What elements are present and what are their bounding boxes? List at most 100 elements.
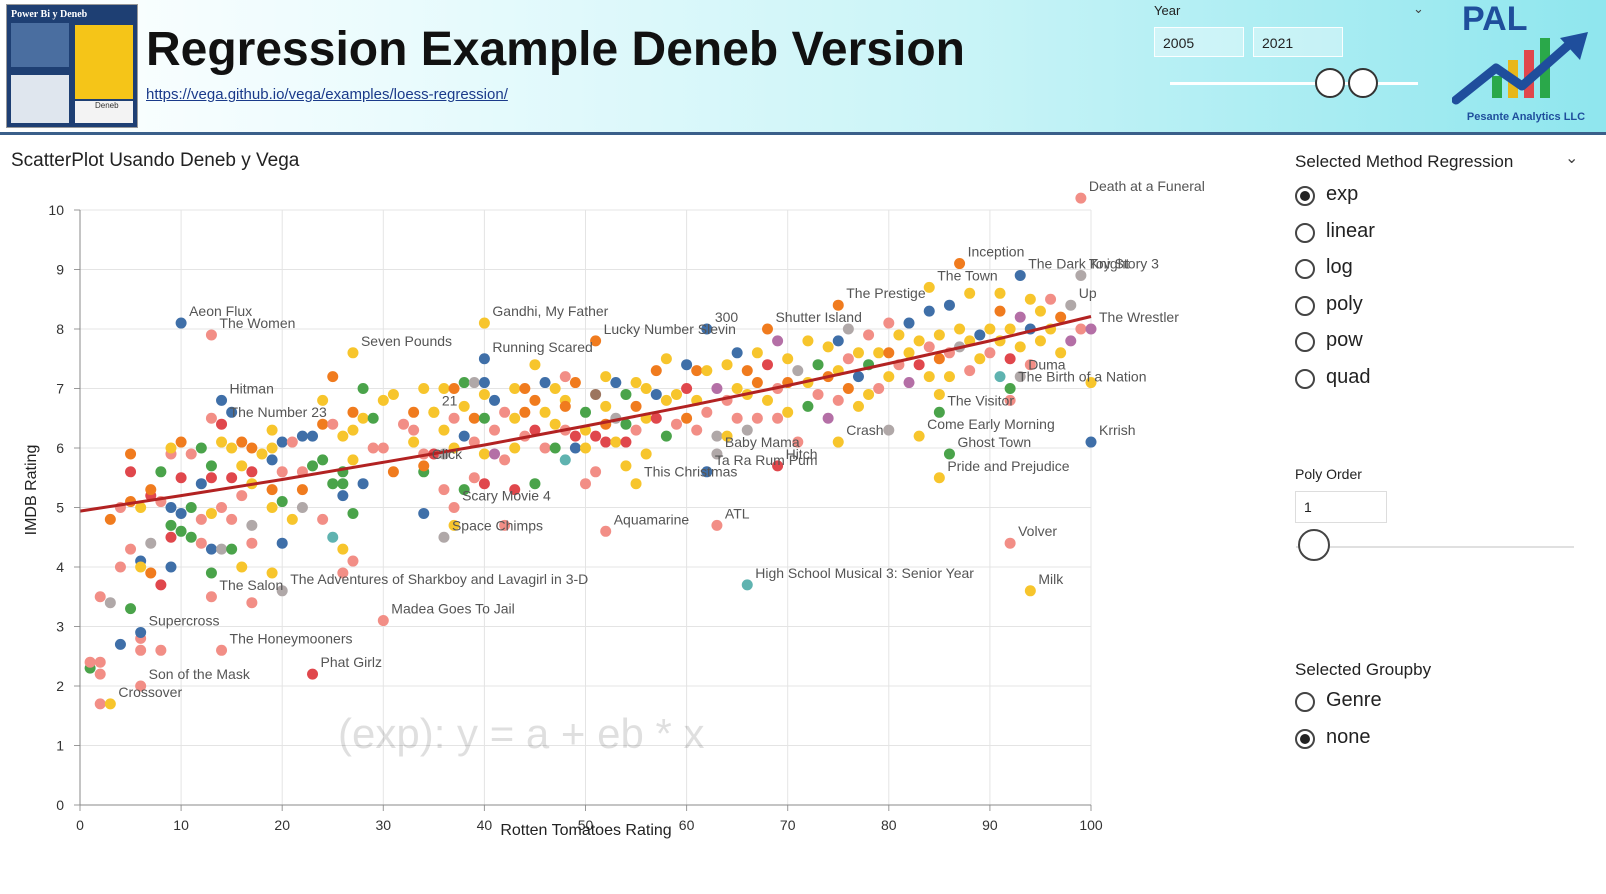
year-slider-track[interactable] bbox=[1170, 82, 1418, 85]
scatter-point bbox=[216, 644, 228, 656]
scatter-point bbox=[205, 329, 217, 341]
radio-label-exp[interactable]: exp bbox=[1326, 183, 1359, 205]
scatter-point bbox=[842, 353, 854, 365]
radio-label-log[interactable]: log bbox=[1326, 256, 1353, 278]
scatter-point bbox=[135, 644, 147, 656]
point-label: ATL bbox=[725, 505, 750, 521]
scatter-point bbox=[347, 555, 359, 567]
scatter-point bbox=[1004, 394, 1016, 406]
radio-log[interactable] bbox=[1295, 259, 1315, 279]
point-label: High School Musical 3: Senior Year bbox=[755, 565, 974, 581]
x-axis-title: Rotten Tomatoes Rating bbox=[500, 822, 671, 839]
scatter-point bbox=[681, 359, 693, 371]
y-tick-label: 10 bbox=[48, 202, 64, 218]
scatter-point bbox=[630, 478, 642, 490]
radio-label-pow[interactable]: pow bbox=[1326, 329, 1363, 351]
scatter-point bbox=[489, 424, 501, 436]
scatter-point bbox=[549, 418, 561, 430]
scatter-point bbox=[135, 626, 147, 638]
year-slider-start-handle[interactable] bbox=[1315, 68, 1345, 98]
radio-none[interactable] bbox=[1295, 728, 1315, 749]
scatter-point bbox=[630, 400, 642, 412]
scatter-point bbox=[438, 531, 450, 543]
chevron-down-icon[interactable]: ⌄ bbox=[1413, 2, 1424, 17]
year-slider-end-handle[interactable] bbox=[1348, 68, 1378, 98]
radio-poly[interactable] bbox=[1295, 295, 1315, 316]
scatter-point bbox=[438, 383, 450, 394]
scatter-point bbox=[296, 484, 308, 496]
radio-exp[interactable] bbox=[1295, 186, 1315, 206]
radio-linear[interactable] bbox=[1295, 222, 1315, 243]
scatter-point bbox=[1034, 335, 1046, 347]
poly-order-slider-handle[interactable] bbox=[1298, 529, 1330, 561]
scatter-point bbox=[994, 371, 1006, 383]
year-start-input[interactable]: 2005 bbox=[1154, 27, 1244, 57]
radio-quad[interactable] bbox=[1295, 368, 1315, 389]
scatter-point bbox=[135, 680, 147, 692]
scatter-point bbox=[276, 585, 288, 597]
scatter-point bbox=[317, 513, 329, 525]
scatter-point bbox=[175, 525, 187, 537]
radio-label-linear[interactable]: linear bbox=[1326, 219, 1375, 242]
vega-example-link[interactable]: https://vega.github.io/vega/examples/loe… bbox=[146, 86, 508, 103]
radio-genre[interactable] bbox=[1295, 692, 1315, 712]
poly-order-input[interactable]: 1 bbox=[1295, 491, 1387, 523]
scatter-point bbox=[913, 359, 925, 371]
scatter-point bbox=[478, 377, 490, 389]
scatter-point bbox=[94, 656, 106, 668]
scatter-point bbox=[590, 388, 602, 400]
radio-label-quad[interactable]: quad bbox=[1326, 365, 1371, 388]
scatter-point bbox=[590, 466, 602, 478]
scatter-point bbox=[377, 615, 389, 627]
year-filter-label: Year bbox=[1154, 3, 1181, 18]
scatter-point bbox=[569, 377, 581, 389]
scatter-point bbox=[205, 507, 217, 519]
scatter-point bbox=[236, 490, 248, 502]
scatter-point bbox=[529, 478, 541, 490]
scatter-point bbox=[205, 543, 217, 555]
scatter-point bbox=[246, 519, 258, 531]
scatter-point bbox=[266, 567, 278, 579]
scatter-point bbox=[489, 394, 501, 406]
scatter-point bbox=[509, 383, 521, 394]
point-label: The Prestige bbox=[846, 285, 926, 301]
scatter-point bbox=[216, 502, 228, 513]
scatter-point bbox=[539, 442, 551, 454]
scatter-point bbox=[711, 430, 723, 442]
scatter-point bbox=[863, 329, 875, 341]
radio-label-none[interactable]: none bbox=[1326, 725, 1371, 748]
scatter-point bbox=[1024, 293, 1036, 305]
radio-pow[interactable] bbox=[1295, 332, 1315, 352]
scatter-point bbox=[327, 418, 339, 430]
scatter-point bbox=[387, 388, 399, 400]
year-end-input[interactable]: 2021 bbox=[1253, 27, 1343, 57]
scatter-point bbox=[357, 383, 369, 394]
scatter-point bbox=[165, 561, 177, 573]
scatter-point bbox=[933, 353, 945, 365]
scatter-point bbox=[772, 460, 784, 472]
scatter-point bbox=[448, 412, 460, 424]
scatter-point bbox=[1055, 311, 1067, 323]
scatter-point bbox=[1085, 323, 1097, 335]
scatter-point bbox=[458, 484, 470, 496]
scatter-point bbox=[701, 323, 713, 335]
scatter-point bbox=[731, 347, 743, 359]
point-label: Duma bbox=[1028, 357, 1066, 373]
scatter-point bbox=[519, 383, 531, 394]
point-label: 300 bbox=[715, 309, 739, 325]
scatter-point bbox=[135, 561, 147, 573]
radio-label-poly[interactable]: poly bbox=[1326, 292, 1363, 315]
radio-label-genre[interactable]: Genre bbox=[1326, 689, 1382, 711]
point-label: Krrish bbox=[1099, 422, 1136, 438]
point-label: Click bbox=[432, 446, 463, 462]
scatter-point bbox=[590, 335, 602, 347]
report-thumbnail-image: Power Bi y Deneb Deneb bbox=[6, 4, 138, 128]
scatter-point bbox=[559, 400, 571, 412]
chevron-down-icon[interactable]: ⌄ bbox=[1565, 148, 1579, 167]
scatter-point bbox=[509, 484, 521, 496]
poly-order-slider-track[interactable] bbox=[1296, 546, 1574, 548]
scatter-point bbox=[630, 424, 642, 436]
x-tick-label: 20 bbox=[274, 817, 290, 833]
scatter-point bbox=[1014, 269, 1026, 281]
